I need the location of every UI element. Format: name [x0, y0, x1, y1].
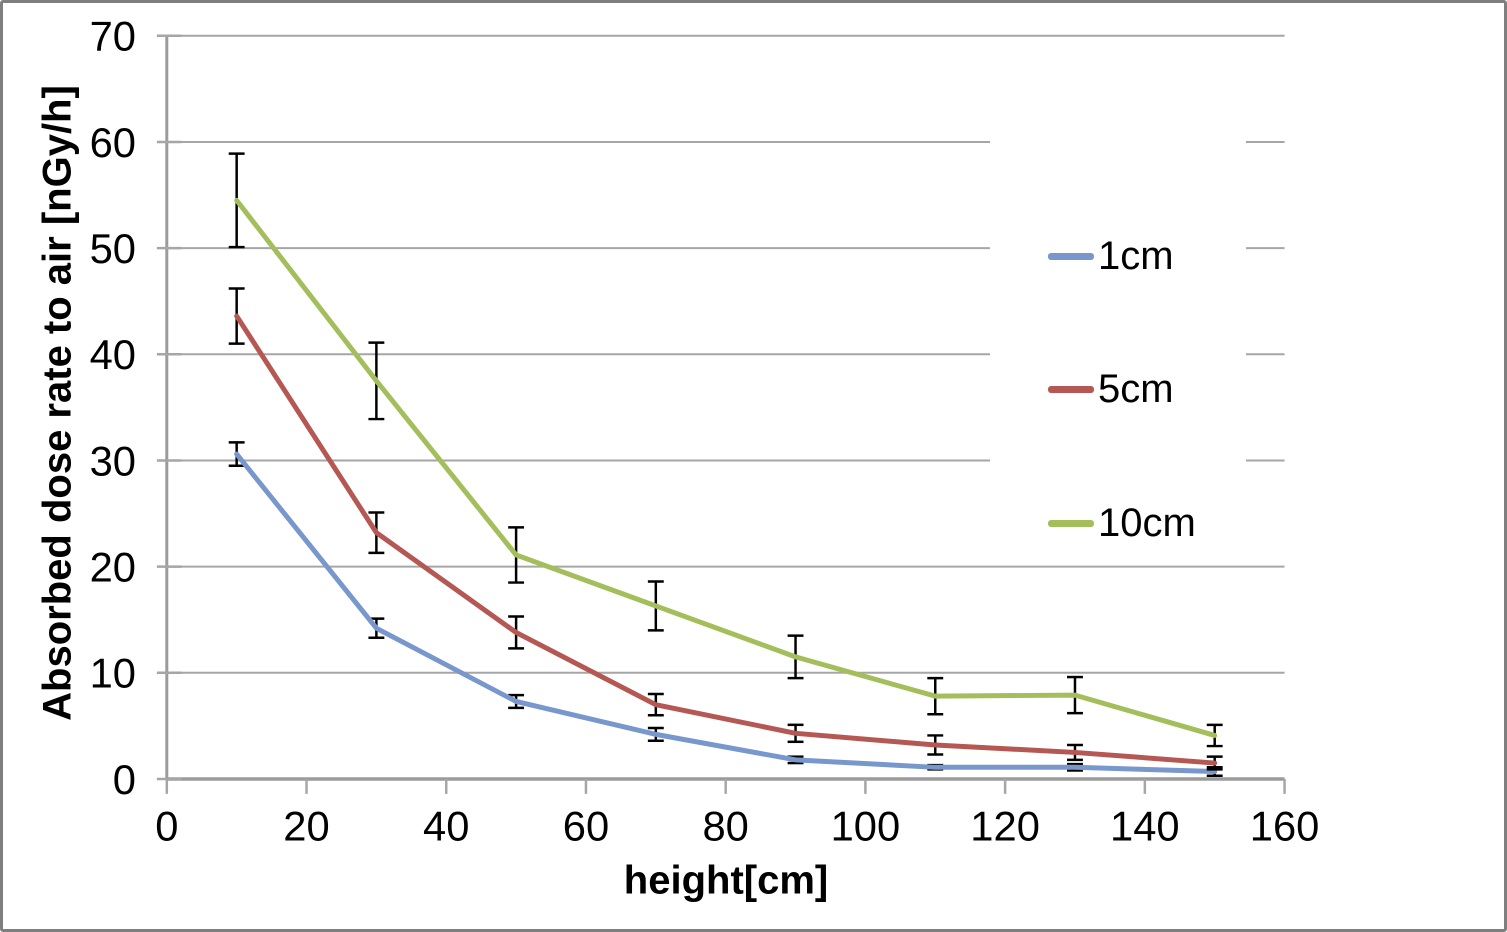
- legend: 1cm 5cm 10cm: [990, 111, 1246, 545]
- line-chart-canvas: 0 10 20 30 40 50 60 70 0 20 40 60 80 100 120 140 160: [90, 13, 1320, 850]
- y-tick-label: 70: [90, 13, 136, 60]
- legend-swatch-1cm: [1048, 252, 1094, 260]
- y-axis-title: Absorbed dose rate to air [nGy/h]: [35, 85, 80, 721]
- x-axis-title: height[cm]: [623, 858, 829, 903]
- legend-item-1cm: 1cm: [1048, 229, 1174, 283]
- legend-item-5cm: 5cm: [1048, 362, 1174, 416]
- y-tick-label: 50: [90, 225, 136, 272]
- x-tick-label: 20: [283, 803, 329, 850]
- y-tick-label: 10: [90, 650, 136, 697]
- y-ticks: 0 10 20 30 40 50 60 70: [90, 13, 182, 803]
- legend-label-10cm: 10cm: [1098, 500, 1196, 545]
- x-ticks: 0 20 40 60 80 100 120 140 160: [155, 778, 1320, 850]
- x-tick-label: 80: [702, 803, 748, 850]
- legend-swatch-10cm: [1048, 519, 1094, 527]
- y-tick-label: 0: [113, 756, 136, 803]
- legend-label-1cm: 1cm: [1098, 233, 1174, 278]
- legend-label-5cm: 5cm: [1098, 366, 1174, 411]
- x-tick-label: 100: [831, 803, 901, 850]
- x-tick-label: 140: [1110, 803, 1180, 850]
- y-tick-label: 30: [90, 437, 136, 484]
- y-tick-label: 60: [90, 119, 136, 166]
- x-tick-label: 160: [1250, 803, 1320, 850]
- series-line-5cm: [234, 313, 1218, 766]
- legend-swatch-5cm: [1048, 385, 1094, 393]
- x-tick-label: 40: [423, 803, 469, 850]
- y-tick-label: 20: [90, 544, 136, 591]
- series-line-1cm: [234, 451, 1218, 775]
- x-tick-label: 120: [970, 803, 1040, 850]
- y-tick-label: 40: [90, 331, 136, 378]
- x-tick-label: 60: [563, 803, 609, 850]
- series-line-10cm: [234, 197, 1218, 738]
- legend-item-10cm: 10cm: [1048, 496, 1196, 550]
- x-tick-label: 0: [155, 803, 178, 850]
